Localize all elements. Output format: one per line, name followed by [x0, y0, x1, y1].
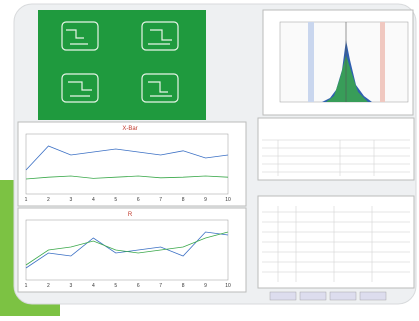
- x-tick-label: 10: [225, 283, 231, 289]
- x-tick-label: 7: [159, 283, 162, 289]
- xbar-panel: [18, 122, 246, 206]
- x-tick-label: 7: [159, 197, 162, 203]
- chart-title: R: [128, 212, 133, 218]
- x-tick-label: 10: [225, 197, 231, 203]
- x-tick-label: 8: [182, 283, 185, 289]
- x-tick-label: 5: [114, 197, 117, 203]
- chart-title: X-Bar: [122, 126, 137, 132]
- x-tick-label: 2: [47, 283, 50, 289]
- x-tick-label: 5: [114, 283, 117, 289]
- x-tick-label: 1: [25, 283, 28, 289]
- x-tick-label: 4: [92, 197, 95, 203]
- x-tick-label: 4: [92, 283, 95, 289]
- x-tick-label: 6: [137, 283, 140, 289]
- r-panel: [18, 208, 246, 292]
- limit-band: [308, 22, 314, 102]
- pcb-image: [38, 10, 206, 120]
- options-table: [258, 118, 414, 180]
- x-tick-label: 3: [69, 283, 72, 289]
- x-tick-label: 9: [204, 197, 207, 203]
- x-tick-label: 8: [182, 197, 185, 203]
- limit-band: [380, 22, 385, 102]
- x-tick-label: 9: [204, 283, 207, 289]
- x-tick-label: 2: [47, 197, 50, 203]
- x-tick-label: 6: [137, 197, 140, 203]
- x-tick-label: 1: [25, 197, 28, 203]
- screenshot: X-Bar 1 2 3 4 5 6 7 8 9 10 R 1 2 3 4 5 6 7 8 9 10: [0, 0, 419, 316]
- x-tick-label: 3: [69, 197, 72, 203]
